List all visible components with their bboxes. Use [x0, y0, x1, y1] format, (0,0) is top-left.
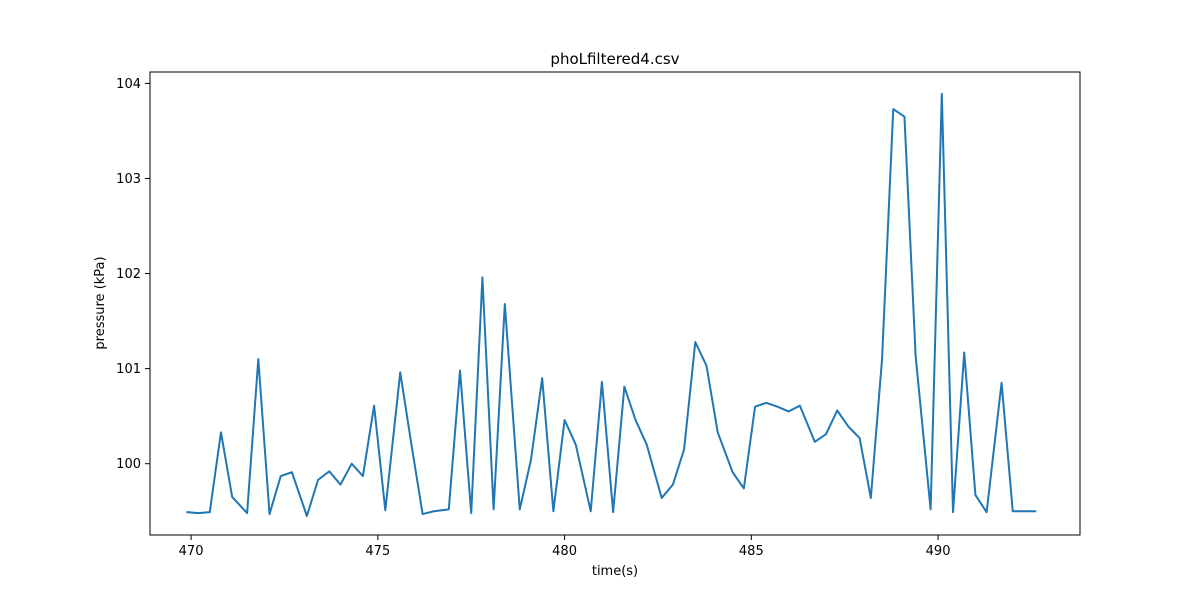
y-tick-label: 101: [116, 362, 141, 377]
series-line: [186, 92, 1037, 517]
x-tick-label: 485: [739, 544, 764, 559]
y-tick-label: 104: [116, 77, 141, 92]
series-group: [186, 92, 1037, 517]
y-tick-label: 100: [116, 457, 141, 472]
y-axis-ticks: 100 101 102 103 104: [116, 77, 150, 472]
x-tick-label: 475: [365, 544, 390, 559]
y-tick-label: 103: [116, 172, 141, 187]
x-tick-label: 470: [179, 544, 204, 559]
y-tick-label: 102: [116, 267, 141, 282]
x-axis-ticks: 470 475 480 485 490: [179, 535, 951, 559]
plot-frame: [149, 71, 1081, 536]
x-axis-label: time(s): [592, 564, 638, 579]
x-tick-label: 480: [552, 544, 577, 559]
y-axis-label: pressure (kPa): [93, 256, 108, 349]
chart-title: phoLfiltered4.csv: [550, 50, 679, 68]
x-tick-label: 490: [926, 544, 951, 559]
